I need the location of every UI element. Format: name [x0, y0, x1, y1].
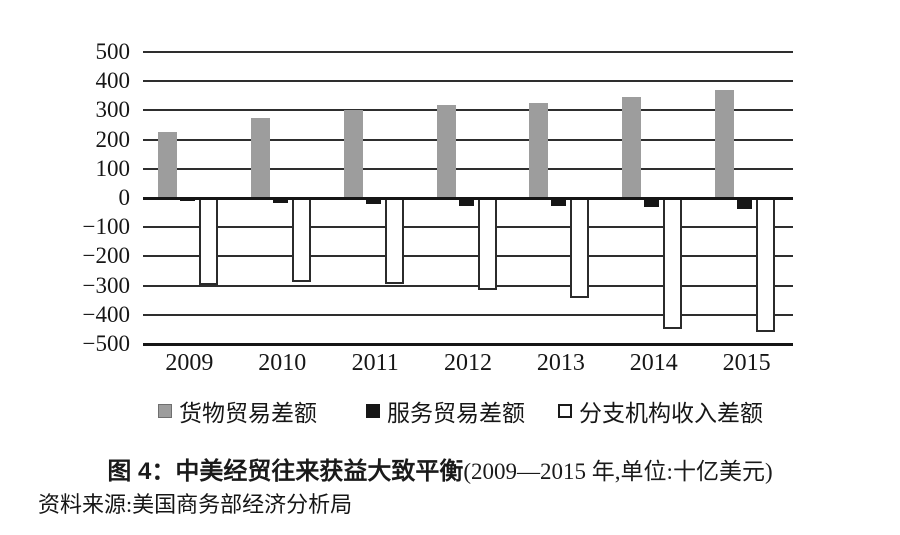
y-axis-tick-label: 400: [95, 68, 131, 94]
gridline-0: [143, 196, 793, 200]
gridline-300: [143, 109, 793, 112]
bar-2013-货物贸易差额: [529, 103, 549, 198]
bar-2010-货物贸易差额: [250, 117, 270, 198]
services-swatch-icon: [366, 404, 380, 418]
y-axis-tick-label: −400: [82, 301, 130, 327]
x-axis-label-2009: 2009: [165, 350, 214, 376]
y-axis-tick-label: 0: [118, 185, 131, 210]
branch-swatch-icon: [558, 404, 572, 418]
x-axis-label-2010: 2010: [258, 350, 307, 376]
goods-swatch-icon: [158, 404, 172, 418]
figure-caption: 图 4：中美经贸往来获益大致平衡(2009—2015 年,单位:十亿美元): [0, 451, 880, 486]
bar-2012-货物贸易差额: [436, 105, 456, 198]
gridline--200: [143, 255, 793, 258]
bar-2014-分支机构收入差额: [663, 198, 683, 330]
bar-2011-服务贸易差额: [365, 198, 381, 205]
legend-item-branch: 分支机构收入差额: [558, 396, 763, 426]
figure-number: 图 4：: [107, 458, 176, 485]
bar-2011-分支机构收入差额: [384, 198, 404, 284]
y-axis-tick-label: 500: [95, 39, 131, 64]
legend-label-services: 服务贸易差额: [387, 401, 525, 426]
y-axis-tick-label: −200: [82, 243, 130, 269]
gridline--500: [143, 342, 793, 346]
bar-2011-货物贸易差额: [343, 110, 363, 198]
legend-label-goods: 货物贸易差额: [179, 401, 317, 426]
bar-2015-货物贸易差额: [715, 89, 735, 198]
y-axis-tick-label: −100: [82, 214, 130, 240]
x-axis-label-2014: 2014: [629, 350, 678, 376]
x-axis-label-2015: 2015: [722, 350, 771, 376]
bar-2009-货物贸易差额: [158, 131, 177, 198]
bar-2013-服务贸易差额: [551, 198, 567, 207]
figure-title-note: (2009—2015 年,单位:十亿美元): [463, 459, 773, 484]
bar-2014-服务贸易差额: [644, 198, 660, 208]
x-axis-label-2012: 2012: [444, 350, 492, 376]
bar-2010-服务贸易差额: [272, 198, 288, 203]
bar-2010-分支机构收入差额: [291, 198, 311, 282]
y-axis-tick-label: −300: [82, 272, 130, 298]
gridline-500: [143, 51, 793, 53]
bar-2012-服务贸易差额: [458, 198, 474, 206]
bar-2015-分支机构收入差额: [756, 198, 776, 333]
gridline--300: [143, 284, 793, 287]
bar-2014-货物贸易差额: [622, 96, 642, 198]
gridline--400: [143, 313, 793, 316]
y-axis-tick-label: −500: [82, 331, 130, 356]
legend-item-services: 服务贸易差额: [366, 396, 525, 426]
figure-title: 中美经贸往来获益大致平衡: [175, 458, 464, 485]
x-axis-label-2011: 2011: [351, 350, 399, 376]
gridline-200: [143, 138, 793, 141]
chart-plot-area: 500 400 300 200 100 0 −100 −200 −300 −400 −500 2009…: [82, 39, 793, 376]
gridline-100: [143, 167, 793, 170]
legend-item-goods: 货物贸易差额: [158, 396, 317, 426]
y-axis-tick-label: 300: [95, 97, 131, 123]
source-line: 资料来源:美国商务部经济分析局: [38, 492, 353, 517]
y-axis-tick-label: 100: [95, 155, 131, 181]
bar-2015-服务贸易差额: [737, 198, 753, 210]
gridline--100: [143, 226, 793, 229]
y-axis-tick-label: 200: [95, 126, 131, 152]
bar-2012-分支机构收入差额: [477, 198, 497, 291]
bar-2013-分支机构收入差额: [570, 198, 590, 298]
legend-label-branch: 分支机构收入差额: [579, 401, 763, 426]
bar-2009-分支机构收入差额: [199, 198, 218, 285]
gridline-400: [143, 80, 793, 83]
x-axis-label-2013: 2013: [536, 350, 585, 376]
